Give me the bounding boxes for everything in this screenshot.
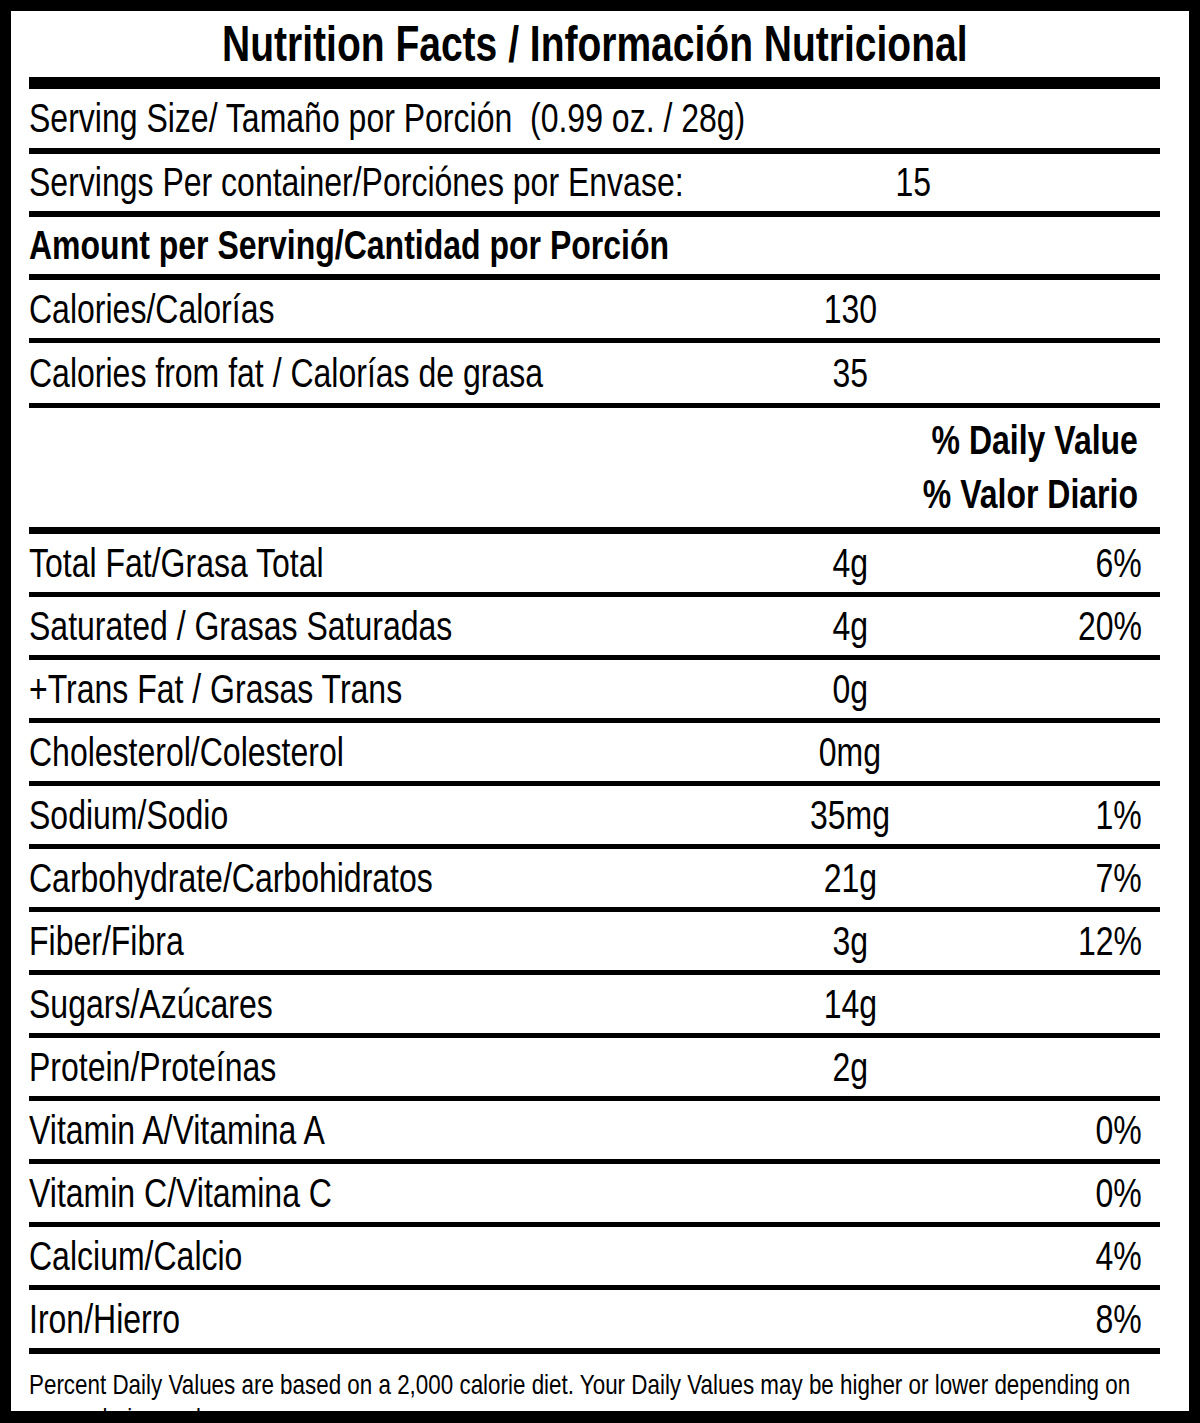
- row-amount: [765, 1171, 935, 1216]
- table-row: Sodium/Sodio 35mg 1%: [29, 786, 1160, 849]
- row-label: Sodium/Sodio: [29, 793, 765, 838]
- row-daily-value: 4%: [935, 1234, 1160, 1279]
- servings-per-container-row: Servings Per container/Porciónes por Env…: [29, 154, 1160, 217]
- row-daily-value: 20%: [935, 604, 1160, 649]
- table-row: Sugars/Azúcares 14g: [29, 975, 1160, 1038]
- table-row: Carbohydrate/Carbohidratos 21g 7%: [29, 849, 1160, 912]
- row-label: Calories/Calorías: [29, 287, 765, 332]
- row-amount: 4g: [765, 541, 935, 586]
- row-amount: 130: [765, 287, 935, 332]
- daily-value-header-en: % Daily Value: [932, 418, 1138, 463]
- row-label: Calcium/Calcio: [29, 1234, 765, 1279]
- row-label: Sugars/Azúcares: [29, 982, 765, 1027]
- row-amount: 14g: [765, 982, 935, 1027]
- row-amount: 0g: [765, 667, 935, 712]
- table-row: Calories/Calorías 130: [29, 280, 1160, 343]
- row-amount: 15: [847, 160, 980, 205]
- table-row: Saturated / Grasas Saturadas 4g 20%: [29, 597, 1160, 660]
- row-daily-value: 7%: [935, 856, 1160, 901]
- heading-label: Amount per Serving/Cantidad por Porción: [29, 223, 1160, 268]
- table-row: Cholesterol/Colesterol 0mg: [29, 723, 1160, 786]
- table-row: Calcium/Calcio 4%: [29, 1227, 1160, 1290]
- amount-per-serving-heading: Amount per Serving/Cantidad por Porción: [29, 217, 1160, 280]
- row-daily-value: 0%: [935, 1171, 1160, 1216]
- calories-rows: Calories/Calorías 130 Calories from fat …: [29, 280, 1160, 408]
- row-label: Servings Per container/Porciónes por Env…: [29, 160, 847, 205]
- row-label: Vitamin A/Vitamina A: [29, 1108, 765, 1153]
- table-row: Iron/Hierro 8%: [29, 1290, 1160, 1354]
- nutrition-facts-label: Nutrition Facts / Información Nutriciona…: [0, 0, 1200, 1423]
- row-label: Total Fat/Grasa Total: [29, 541, 765, 586]
- row-label: Cholesterol/Colesterol: [29, 730, 765, 775]
- title-divider-bar: [29, 77, 1160, 89]
- row-daily-value: 1%: [935, 793, 1160, 838]
- row-amount: [765, 1297, 935, 1342]
- row-label: Calories from fat / Calorías de grasa: [29, 351, 765, 396]
- daily-value-header: % Daily Value % Valor Diario: [29, 408, 1160, 534]
- row-label: Vitamin C/Vitamina C: [29, 1171, 765, 1216]
- row-label: +Trans Fat / Grasas Trans: [29, 667, 765, 712]
- row-daily-value: 0%: [935, 1108, 1160, 1153]
- row-daily-value: [935, 730, 1160, 775]
- row-amount: 3g: [765, 919, 935, 964]
- row-amount: 35: [765, 351, 935, 396]
- row-daily-value: [935, 982, 1160, 1027]
- row-daily-value: 8%: [935, 1297, 1160, 1342]
- row-daily-value: 6%: [935, 541, 1160, 586]
- row-label: Protein/Proteínas: [29, 1045, 765, 1090]
- table-row: Vitamin A/Vitamina A 0%: [29, 1101, 1160, 1164]
- row-daily-value: 12%: [935, 919, 1160, 964]
- row-daily-value: [935, 351, 1160, 396]
- row-daily-value: [935, 1045, 1160, 1090]
- table-row: Vitamin C/Vitamina C 0%: [29, 1164, 1160, 1227]
- label-title: Nutrition Facts / Información Nutriciona…: [29, 11, 1160, 77]
- row-daily-value: [935, 287, 1160, 332]
- nutrient-rows: Total Fat/Grasa Total 4g 6% Saturated / …: [29, 534, 1160, 1354]
- footnote: Percent Daily Values are based on a 2,00…: [29, 1368, 1160, 1423]
- table-row: +Trans Fat / Grasas Trans 0g: [29, 660, 1160, 723]
- row-amount: 0mg: [765, 730, 935, 775]
- serving-size-row: Serving Size/ Tamaño por Porción (0.99 o…: [29, 89, 1160, 154]
- row-daily-value: [935, 667, 1160, 712]
- table-row: Fiber/Fibra 3g 12%: [29, 912, 1160, 975]
- row-amount: 2g: [765, 1045, 935, 1090]
- row-amount: [765, 1108, 935, 1153]
- row-amount: 21g: [765, 856, 935, 901]
- table-row: Calories from fat / Calorías de grasa 35: [29, 343, 1160, 408]
- table-row: Protein/Proteínas 2g: [29, 1038, 1160, 1101]
- row-label: Fiber/Fibra: [29, 919, 765, 964]
- row-amount: 4g: [765, 604, 935, 649]
- row-label: Saturated / Grasas Saturadas: [29, 604, 765, 649]
- row-amount: 35mg: [765, 793, 935, 838]
- label-title-text: Nutrition Facts / Información Nutriciona…: [222, 15, 967, 73]
- row-label: Iron/Hierro: [29, 1297, 765, 1342]
- row-label: Carbohydrate/Carbohidratos: [29, 856, 765, 901]
- row-label: Serving Size/ Tamaño por Porción (0.99 o…: [29, 96, 1160, 141]
- footnote-english: Percent Daily Values are based on a 2,00…: [29, 1368, 1157, 1423]
- daily-value-header-es: % Valor Diario: [923, 472, 1138, 517]
- table-row: Total Fat/Grasa Total 4g 6%: [29, 534, 1160, 597]
- row-amount: [765, 1234, 935, 1279]
